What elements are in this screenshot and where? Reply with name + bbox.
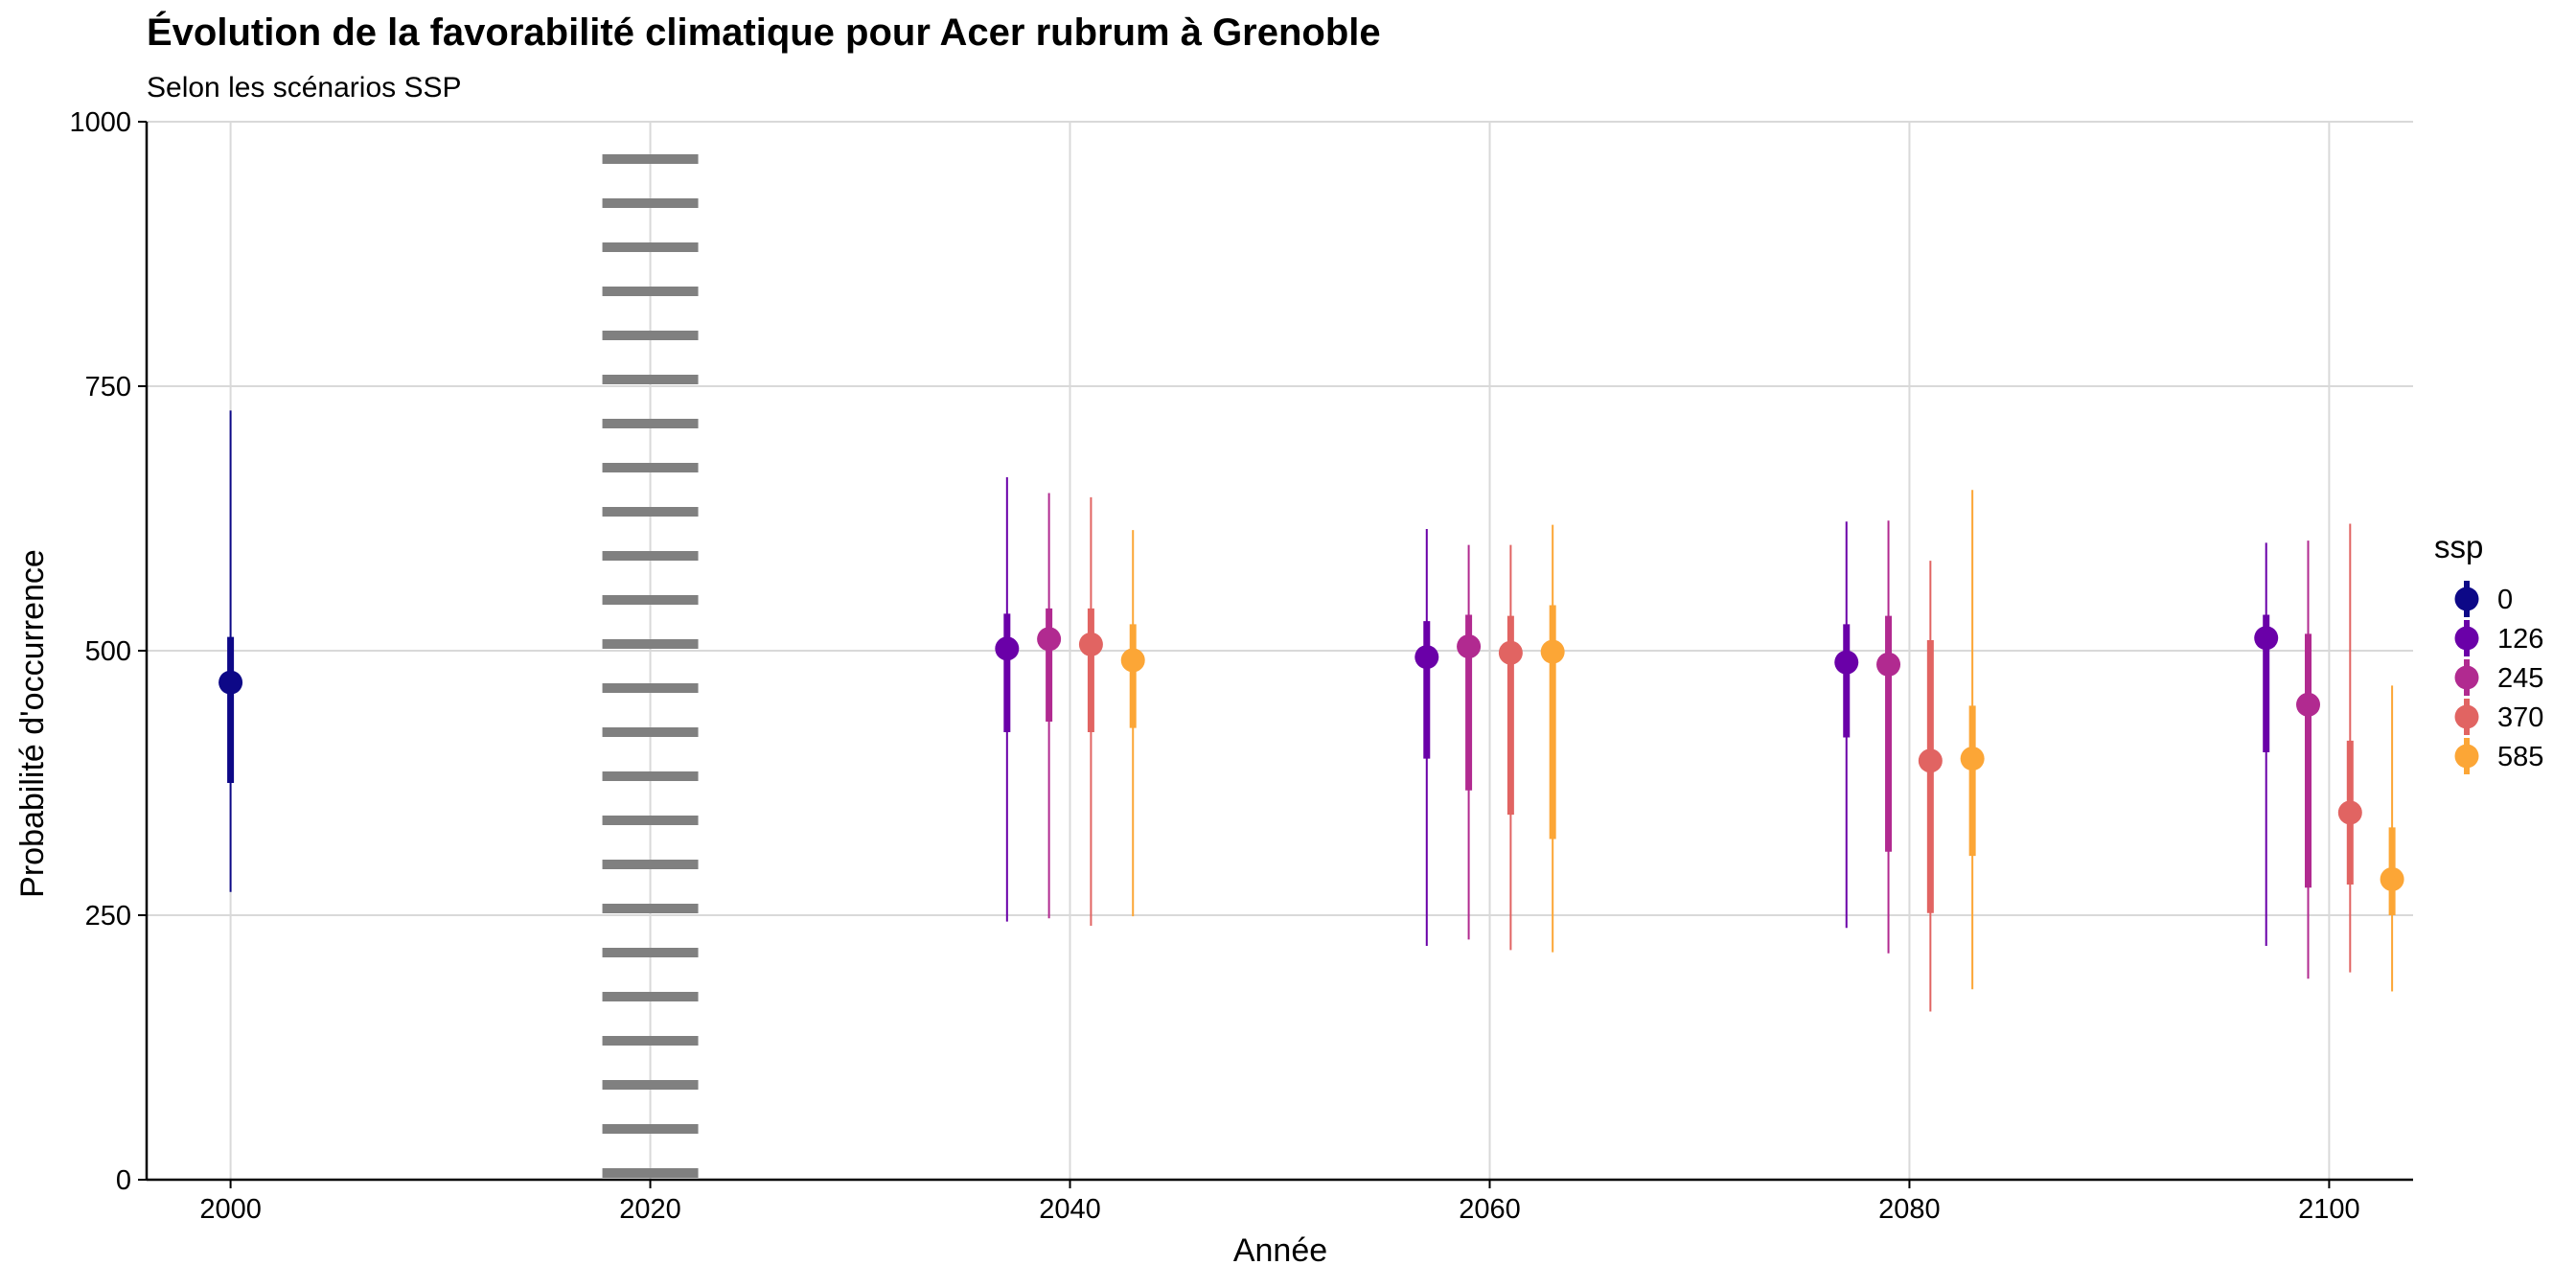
series-ssp-370 — [1078, 496, 2362, 1012]
series-ssp-0 — [218, 410, 243, 892]
data-point — [995, 636, 1020, 661]
legend-label: 585 — [2497, 742, 2543, 772]
legend-item-0: 0 — [2454, 581, 2513, 617]
x-tick-label: 2020 — [619, 1194, 681, 1225]
series-ssp-585 — [1120, 490, 2404, 992]
legend-item-126: 126 — [2454, 620, 2543, 656]
data-point — [1120, 648, 1145, 673]
legend: ssp 0 126 245 370 585 — [2434, 529, 2543, 774]
series — [218, 410, 2404, 1012]
data-point — [2296, 692, 2321, 717]
legend-label: 245 — [2497, 663, 2543, 694]
legend-label: 0 — [2497, 585, 2513, 615]
x-axis-label: Année — [1233, 1232, 1327, 1269]
data-point — [1457, 634, 1482, 659]
axes: 0 250 500 750 1000 2000 2020 2040 2060 2080 2100 — [69, 107, 2413, 1225]
data-point — [1876, 652, 1901, 677]
grid — [147, 121, 2413, 1181]
x-tick-label: 2040 — [1039, 1194, 1101, 1225]
chart-subtitle: Selon les scénarios SSP — [147, 72, 462, 104]
y-tick-label: 500 — [85, 636, 131, 667]
chart-title: Évolution de la favorabilité climatique … — [147, 11, 1381, 54]
legend-item-585: 585 — [2454, 738, 2543, 774]
legend-key-point — [2454, 586, 2479, 611]
data-point — [2254, 626, 2279, 651]
legend-label: 370 — [2497, 702, 2543, 733]
y-tick-label: 1000 — [69, 107, 131, 138]
y-tick-label: 250 — [85, 901, 131, 932]
data-point — [1078, 632, 1103, 656]
legend-key-point — [2454, 744, 2479, 769]
data-point — [1834, 650, 1859, 675]
x-tick-label: 2080 — [1878, 1194, 1941, 1225]
legend-key-point — [2454, 626, 2479, 651]
series-ssp-126 — [995, 476, 2279, 947]
data-point — [1037, 627, 1062, 652]
data-point — [1414, 645, 1439, 670]
data-point — [1918, 748, 1943, 773]
series-ssp-245 — [1037, 493, 2321, 979]
legend-key-point — [2454, 704, 2479, 729]
x-tick-label: 2100 — [2298, 1194, 2360, 1225]
x-tick-label: 2060 — [1459, 1194, 1521, 1225]
legend-label: 126 — [2497, 624, 2543, 655]
y-tick-label: 750 — [85, 372, 131, 402]
data-point — [2337, 800, 2362, 825]
y-axis-label: Probabilité d'occurrence — [14, 549, 51, 898]
data-point — [1960, 747, 1985, 771]
legend-title: ssp — [2434, 529, 2483, 564]
x-tick-label: 2000 — [199, 1194, 262, 1225]
legend-item-245: 245 — [2454, 659, 2543, 696]
data-point — [2380, 866, 2404, 891]
data-point — [1498, 640, 1523, 665]
legend-key-point — [2454, 665, 2479, 690]
legend-item-370: 370 — [2454, 699, 2543, 735]
data-point — [218, 670, 243, 695]
data-point — [1540, 639, 1565, 664]
y-tick-label: 0 — [116, 1165, 131, 1196]
